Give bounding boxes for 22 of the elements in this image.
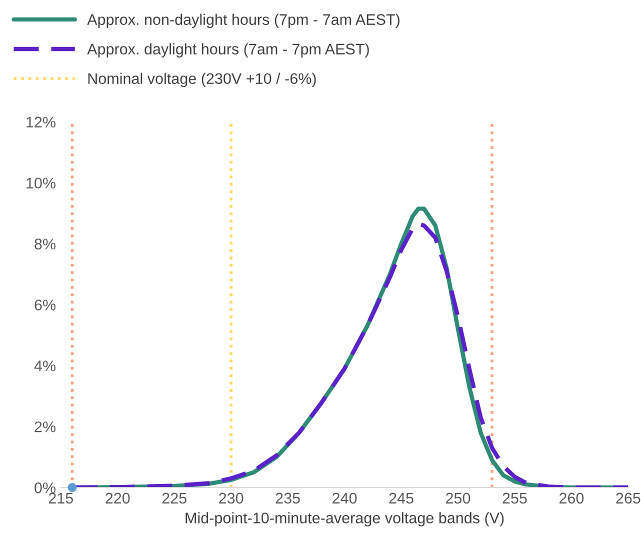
x-tick-label: 260 [559, 492, 584, 504]
y-tick-label: 4% [34, 360, 56, 372]
legend-label: Approx. daylight hours (7am - 7pm AEST) [87, 43, 369, 58]
y-tick-label: 8% [34, 238, 56, 250]
x-tick-label: 250 [446, 492, 470, 504]
x-tick-label: 225 [162, 492, 186, 504]
y-tick-label: 12% [26, 116, 56, 128]
x-tick-label: 235 [276, 492, 300, 504]
legend-label: Nominal voltage (230V +10 / -6%) [88, 72, 316, 88]
x-tick-label: 220 [106, 492, 130, 504]
x-tick-label: 240 [332, 492, 357, 504]
x-tick-label: 230 [219, 492, 244, 504]
x-axis-title: Mid-point-10-minute-average voltage bands (V) [186, 512, 504, 526]
x-tick-label: 255 [502, 492, 527, 504]
legend-label: Approx. non-daylight hours (7pm - 7am AEST) [87, 14, 400, 28]
y-tick-label: 10% [26, 178, 56, 189]
y-tick-label: 6% [34, 300, 56, 310]
x-tick-label: 215 [48, 492, 73, 504]
x-tick-label: 245 [389, 492, 414, 504]
x-tick-label: 265 [616, 492, 640, 504]
y-tick-label: 0% [34, 482, 56, 494]
y-tick-label: 2% [34, 421, 56, 432]
